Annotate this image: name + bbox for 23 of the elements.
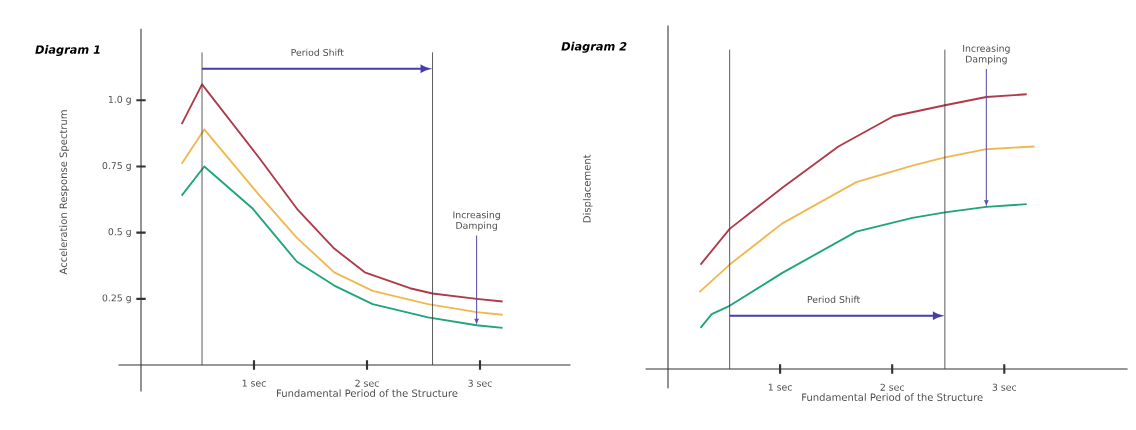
y-axis-title: Displacement <box>582 154 593 223</box>
y-tick-label: 0.5 g <box>108 228 131 238</box>
x-axis-title: Fundamental Period of the Structure <box>802 393 983 402</box>
line-series <box>180 165 504 329</box>
annotation: Increasing Damping <box>963 44 1010 65</box>
x-tick-label: 1 sec <box>768 383 792 391</box>
annotation: Period Shift <box>807 295 860 303</box>
annotation: Increasing Damping <box>453 211 500 231</box>
annotation: Period Shift <box>291 48 344 56</box>
y-tick-label: 1.0 g <box>108 95 131 105</box>
text: Diagram 1 <box>35 45 100 57</box>
y-tick-label: 0.75 g <box>102 162 131 171</box>
x-tick-label: 2 sec <box>355 379 379 387</box>
x-tick-label: 1 sec <box>242 379 266 387</box>
x-tick-label: 2 sec <box>880 383 904 391</box>
chart-title: Diagram 2 <box>561 41 627 53</box>
x-axis-title: Fundamental Period of the Structure <box>277 389 458 398</box>
y-tick-label: 0.25 g <box>102 294 131 304</box>
line-series <box>180 83 504 303</box>
x-tick-label: 3 sec <box>468 379 492 387</box>
y-axis-title: Acceleration Response Spectrum <box>59 110 69 275</box>
x-tick-label: 3 sec <box>992 383 1017 391</box>
line-series <box>180 128 504 316</box>
